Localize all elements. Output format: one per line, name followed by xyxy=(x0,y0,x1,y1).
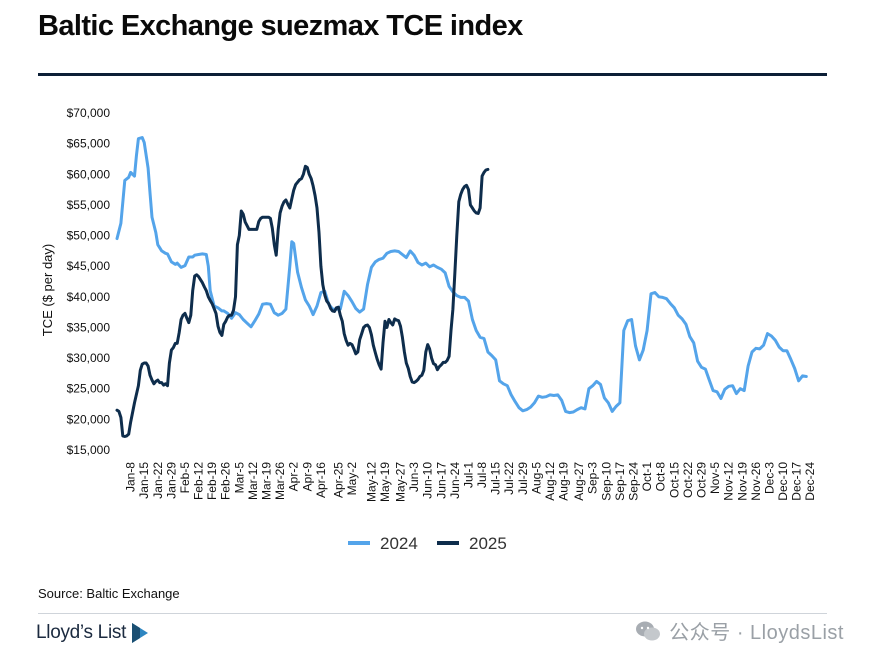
y-tick-label: $50,000 xyxy=(67,229,111,243)
x-tick-label: Aug-5 xyxy=(529,462,543,494)
y-tick-label: $30,000 xyxy=(67,351,111,365)
x-tick-label: Sep-10 xyxy=(599,462,613,501)
source-note: Source: Baltic Exchange xyxy=(38,586,180,601)
x-tick-label: Sep-17 xyxy=(613,462,627,501)
x-tick-label: Feb-5 xyxy=(178,462,192,494)
x-tick-label: May-12 xyxy=(364,462,378,502)
x-tick-label: Jul-1 xyxy=(461,462,475,488)
series-line-2025 xyxy=(115,164,490,438)
x-tick-label: Apr-16 xyxy=(314,462,328,498)
chart-title: Baltic Exchange suezmax TCE index xyxy=(38,10,523,42)
x-tick-label: Sep-24 xyxy=(627,462,641,501)
y-tick-label: $45,000 xyxy=(67,259,111,273)
x-tick-label: Jul-29 xyxy=(516,462,530,495)
x-tick-label: May-19 xyxy=(378,462,392,502)
x-tick-label: Dec-24 xyxy=(803,462,817,501)
y-tick-label: $35,000 xyxy=(67,320,111,334)
x-tick-label: Oct-15 xyxy=(667,462,681,498)
y-tick-label: $20,000 xyxy=(67,412,111,426)
x-tick-label: Dec-17 xyxy=(790,462,804,501)
y-tick-label: $55,000 xyxy=(67,198,111,212)
x-tick-label: Nov-12 xyxy=(722,462,736,501)
x-tick-label: Aug-12 xyxy=(543,462,557,501)
y-tick-label: $65,000 xyxy=(67,137,111,151)
y-axis-label: TCE ($ per day) xyxy=(40,244,55,336)
x-tick-label: Jun-10 xyxy=(421,462,435,499)
x-tick-label: Jul-8 xyxy=(475,462,489,488)
y-tick-label: $25,000 xyxy=(67,382,111,396)
x-tick-label: May-2 xyxy=(345,462,359,496)
x-tick-label: Dec-10 xyxy=(776,462,790,501)
legend-item-2025[interactable]: 2025 xyxy=(437,534,507,553)
x-tick-label: Aug-27 xyxy=(572,462,586,501)
brand-name: Lloyd’s List xyxy=(36,622,127,643)
footer-divider xyxy=(38,613,827,614)
y-tick-label: $15,000 xyxy=(67,443,111,457)
x-tick-label: Nov-5 xyxy=(708,462,722,494)
x-tick-label: Nov-19 xyxy=(735,462,749,501)
plot-area xyxy=(115,136,808,438)
x-tick-label: Dec-3 xyxy=(762,462,776,494)
wechat-icon xyxy=(636,621,661,640)
x-tick-label: Feb-12 xyxy=(192,462,206,500)
legend-label: 2025 xyxy=(469,534,507,553)
lloyds-list-logo[interactable]: Lloyd’s List xyxy=(36,620,150,646)
x-tick-label: Mar-26 xyxy=(273,462,287,500)
x-tick-label: Jun-17 xyxy=(434,462,448,499)
title-divider xyxy=(38,73,827,76)
x-tick-label: Jun-3 xyxy=(407,462,421,492)
x-tick-label: Oct-8 xyxy=(654,462,668,492)
brand-mark-icon xyxy=(132,623,149,643)
x-tick-label: Jun-24 xyxy=(448,462,462,499)
x-tick-label: Apr-25 xyxy=(331,462,345,498)
y-tick-label: $40,000 xyxy=(67,290,111,304)
line-chart: $15,000 $20,000 $25,000 $30,000 $35,000 $40,0… xyxy=(40,106,818,553)
x-tick-label: Feb-19 xyxy=(205,462,219,500)
watermark-text: 公众号 · LloydsList xyxy=(669,622,844,644)
x-tick-label: Mar-5 xyxy=(232,462,246,494)
x-tick-label: Oct-1 xyxy=(640,462,654,492)
x-tick-label: Jan-15 xyxy=(137,462,151,499)
legend: 2024 2025 xyxy=(348,534,507,553)
x-tick-label: Apr-9 xyxy=(300,462,314,492)
x-tick-label: Sep-3 xyxy=(586,462,600,494)
y-tick-label: $70,000 xyxy=(67,106,111,120)
y-axis: $15,000 $20,000 $25,000 $30,000 $35,000 $40,0… xyxy=(67,106,111,457)
x-tick-label: May-27 xyxy=(394,462,408,502)
x-tick-label: Jul-22 xyxy=(502,462,516,495)
x-axis: Jan-8 Jan-15 Jan-22 Jan-29 Feb-5 Feb-12 Feb-19… xyxy=(124,462,818,502)
x-tick-label: Jan-22 xyxy=(151,462,165,499)
x-tick-label: Oct-22 xyxy=(681,462,695,498)
x-tick-label: Jan-29 xyxy=(164,462,178,499)
wechat-watermark: 公众号 · LloydsList xyxy=(635,616,844,645)
legend-item-2024[interactable]: 2024 xyxy=(348,534,418,553)
series-line-2024 xyxy=(115,136,808,415)
x-tick-label: Jan-8 xyxy=(124,462,138,492)
y-tick-label: $60,000 xyxy=(67,167,111,181)
x-tick-label: Jul-15 xyxy=(489,462,503,495)
x-tick-label: Oct-29 xyxy=(694,462,708,498)
legend-label: 2024 xyxy=(380,534,418,553)
x-tick-label: Nov-26 xyxy=(749,462,763,501)
x-tick-label: Aug-19 xyxy=(557,462,571,501)
x-tick-label: Apr-2 xyxy=(287,462,301,492)
x-tick-label: Mar-12 xyxy=(246,462,260,500)
x-tick-label: Feb-26 xyxy=(219,462,233,500)
x-tick-label: Mar-19 xyxy=(260,462,274,500)
